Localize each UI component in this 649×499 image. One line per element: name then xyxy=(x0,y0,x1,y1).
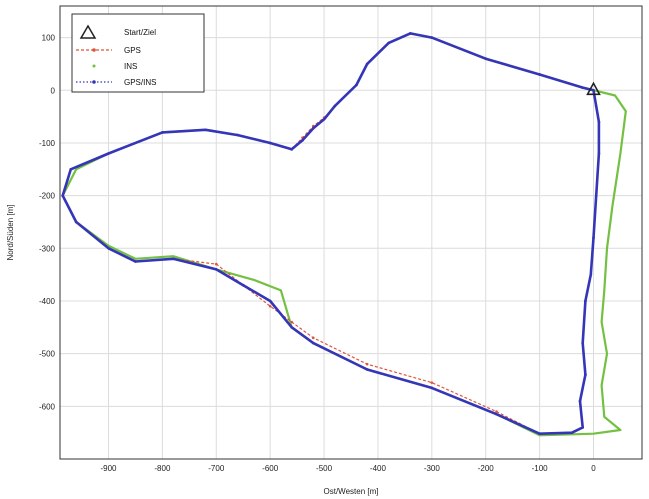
data-point xyxy=(134,260,137,263)
data-point xyxy=(387,41,391,45)
data-point xyxy=(311,336,315,340)
data-point xyxy=(268,304,272,308)
series-gps-ins xyxy=(61,32,601,436)
data-point xyxy=(584,299,587,303)
data-point xyxy=(322,117,326,121)
legend-ins-marker xyxy=(92,64,96,68)
data-point xyxy=(365,368,369,371)
y-tick-label: 100 xyxy=(42,34,56,43)
y-tick-label: -200 xyxy=(39,192,56,201)
data-point xyxy=(430,381,434,384)
x-tick-label: -500 xyxy=(316,464,333,473)
data-point xyxy=(311,126,315,130)
data-point xyxy=(597,120,601,124)
data-point xyxy=(365,62,369,66)
legend-start-symbol xyxy=(79,24,97,39)
y-axis-label: Nord/Süden [m] xyxy=(6,204,15,260)
x-tick-label: -800 xyxy=(154,464,171,473)
data-point xyxy=(290,147,294,151)
data-point xyxy=(495,412,498,416)
data-point xyxy=(311,341,315,345)
data-point xyxy=(538,73,541,76)
plot-frame xyxy=(59,5,643,460)
data-point xyxy=(408,32,412,35)
data-point xyxy=(578,399,582,403)
x-tick-label: -300 xyxy=(424,464,441,473)
data-point xyxy=(538,432,541,436)
data-point xyxy=(355,83,358,87)
data-point xyxy=(107,247,110,250)
y-tick-label: -300 xyxy=(39,244,56,253)
data-point xyxy=(241,283,245,287)
legend-gpsins-marker xyxy=(92,80,96,84)
data-point xyxy=(584,373,587,377)
series-layer xyxy=(61,32,627,437)
legend-label-gps: GPS xyxy=(124,46,141,55)
data-point xyxy=(581,341,585,345)
legend-label-ins: INS xyxy=(124,62,137,71)
x-tick-label: -400 xyxy=(370,464,387,473)
legend-gps-marker xyxy=(92,48,96,52)
data-point xyxy=(581,426,585,429)
data-point xyxy=(204,128,207,132)
legend: Start/Ziel GPS INS GPS/INS xyxy=(71,13,205,93)
data-point xyxy=(236,133,240,137)
data-point xyxy=(589,273,593,276)
data-point xyxy=(161,131,164,134)
x-tick-label: -200 xyxy=(478,464,495,473)
y-tick-label: -100 xyxy=(39,139,56,148)
y-tick-label: 0 xyxy=(51,86,56,95)
data-point xyxy=(430,36,434,39)
x-tick-label: -100 xyxy=(532,464,549,473)
tick-labels: -900 -800 -700 -600 -500 -400 -300 -200 -100 0 100… xyxy=(39,34,596,473)
x-axis-label: Ost/Westen [m] xyxy=(324,487,379,496)
data-point xyxy=(592,88,595,92)
data-point xyxy=(61,194,64,197)
data-point xyxy=(365,362,369,366)
legend-label-start: Start/Ziel xyxy=(124,28,156,37)
data-point xyxy=(592,236,595,240)
legend-box xyxy=(71,13,205,93)
data-point xyxy=(214,268,218,271)
data-point xyxy=(290,326,294,329)
data-point xyxy=(430,386,434,390)
data-point xyxy=(570,431,574,434)
x-tick-label: -600 xyxy=(262,464,279,473)
data-point xyxy=(107,152,110,155)
data-point xyxy=(268,299,272,303)
data-point xyxy=(333,104,337,108)
x-tick-label: 0 xyxy=(591,464,596,473)
data-point xyxy=(594,104,598,108)
start-marker-layer xyxy=(586,81,601,96)
data-point xyxy=(597,152,601,155)
x-tick-label: -900 xyxy=(100,464,117,473)
data-point xyxy=(495,410,498,413)
data-point xyxy=(301,139,304,142)
y-tick-label: -600 xyxy=(39,402,56,411)
data-point xyxy=(74,220,78,224)
start-marker xyxy=(586,81,601,96)
data-point xyxy=(268,141,272,145)
x-tick-label: -700 xyxy=(208,464,225,473)
legend-label-gpsins: GPS/INS xyxy=(124,78,156,87)
y-tick-label: -500 xyxy=(39,350,56,359)
data-point xyxy=(484,57,488,60)
data-point xyxy=(581,86,585,89)
data-point xyxy=(171,257,175,261)
data-point xyxy=(214,262,218,266)
y-tick-label: -400 xyxy=(39,297,56,306)
data-point xyxy=(69,167,73,171)
data-point xyxy=(594,194,598,197)
data-point xyxy=(290,320,294,324)
